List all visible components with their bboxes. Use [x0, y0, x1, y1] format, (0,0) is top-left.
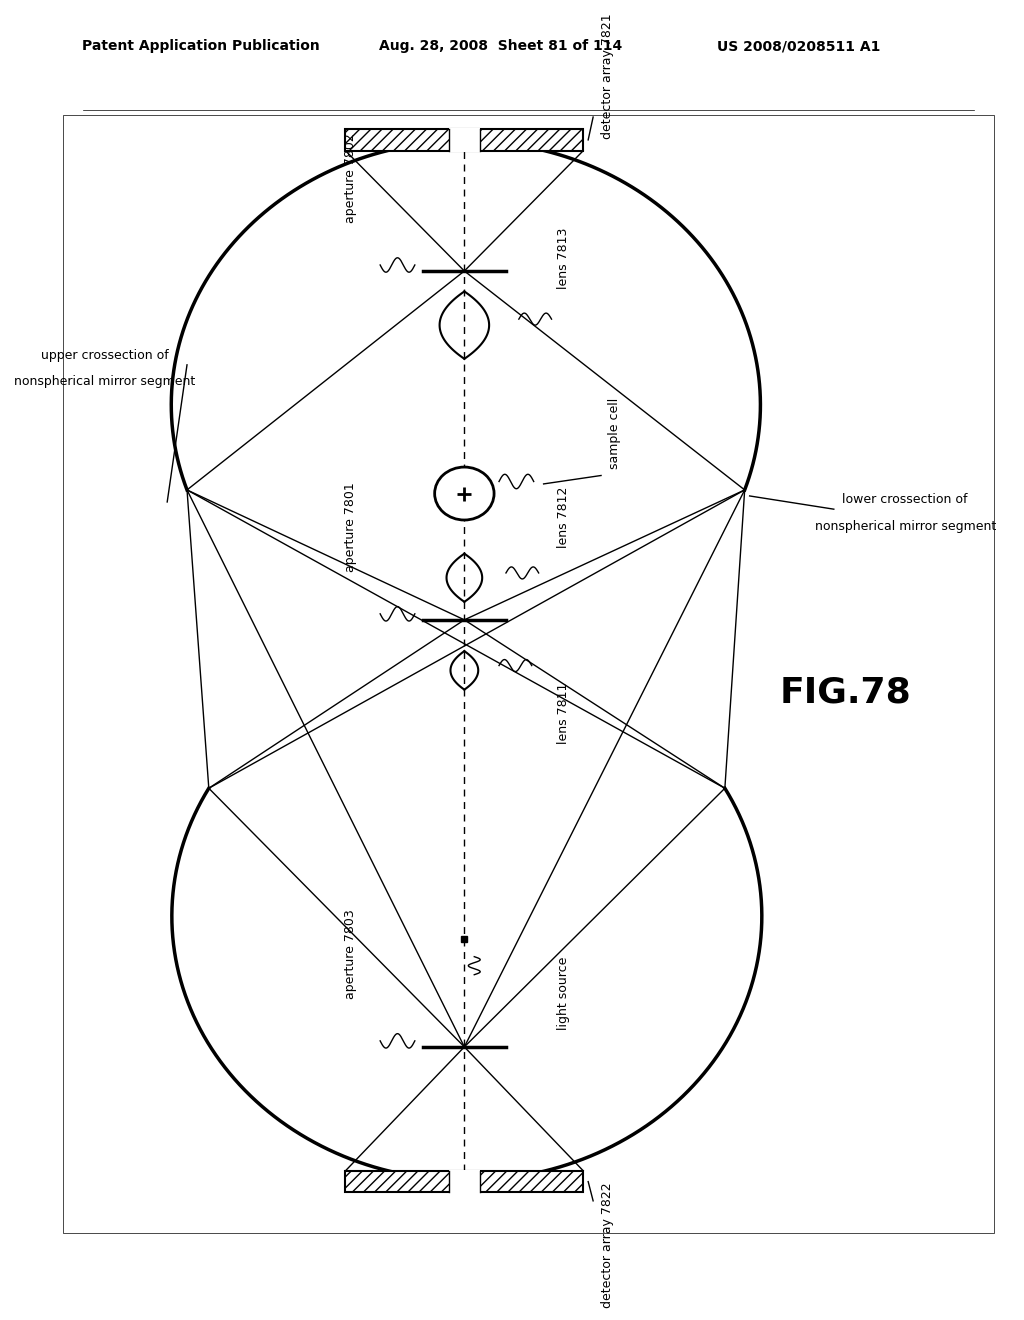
Text: FIG.78: FIG.78: [780, 675, 911, 709]
Text: aperture 7802: aperture 7802: [344, 133, 357, 223]
Text: nonspherical mirror segment: nonspherical mirror segment: [14, 375, 196, 388]
Text: light source: light source: [557, 957, 570, 1030]
Text: lens 7812: lens 7812: [557, 486, 570, 548]
Text: nonspherical mirror segment: nonspherical mirror segment: [814, 520, 995, 532]
Text: detector array 7821: detector array 7821: [601, 13, 614, 139]
Text: aperture 7803: aperture 7803: [344, 909, 357, 999]
Bar: [449, 128, 480, 152]
Bar: [345, 129, 584, 150]
Text: lens 7813: lens 7813: [557, 227, 570, 289]
Ellipse shape: [434, 467, 494, 520]
Text: aperture 7801: aperture 7801: [344, 482, 357, 572]
Text: lens 7811: lens 7811: [557, 682, 570, 743]
Bar: [345, 1171, 584, 1192]
Text: upper crossection of: upper crossection of: [41, 348, 169, 362]
Bar: [345, 129, 584, 150]
Text: sample cell: sample cell: [608, 399, 622, 470]
Text: lower crossection of: lower crossection of: [843, 494, 968, 506]
Text: Aug. 28, 2008  Sheet 81 of 114: Aug. 28, 2008 Sheet 81 of 114: [379, 40, 623, 53]
Text: Patent Application Publication: Patent Application Publication: [82, 40, 319, 53]
Bar: [449, 1170, 480, 1193]
Bar: [345, 1171, 584, 1192]
Text: detector array 7822: detector array 7822: [601, 1183, 614, 1308]
Text: US 2008/0208511 A1: US 2008/0208511 A1: [717, 40, 881, 53]
